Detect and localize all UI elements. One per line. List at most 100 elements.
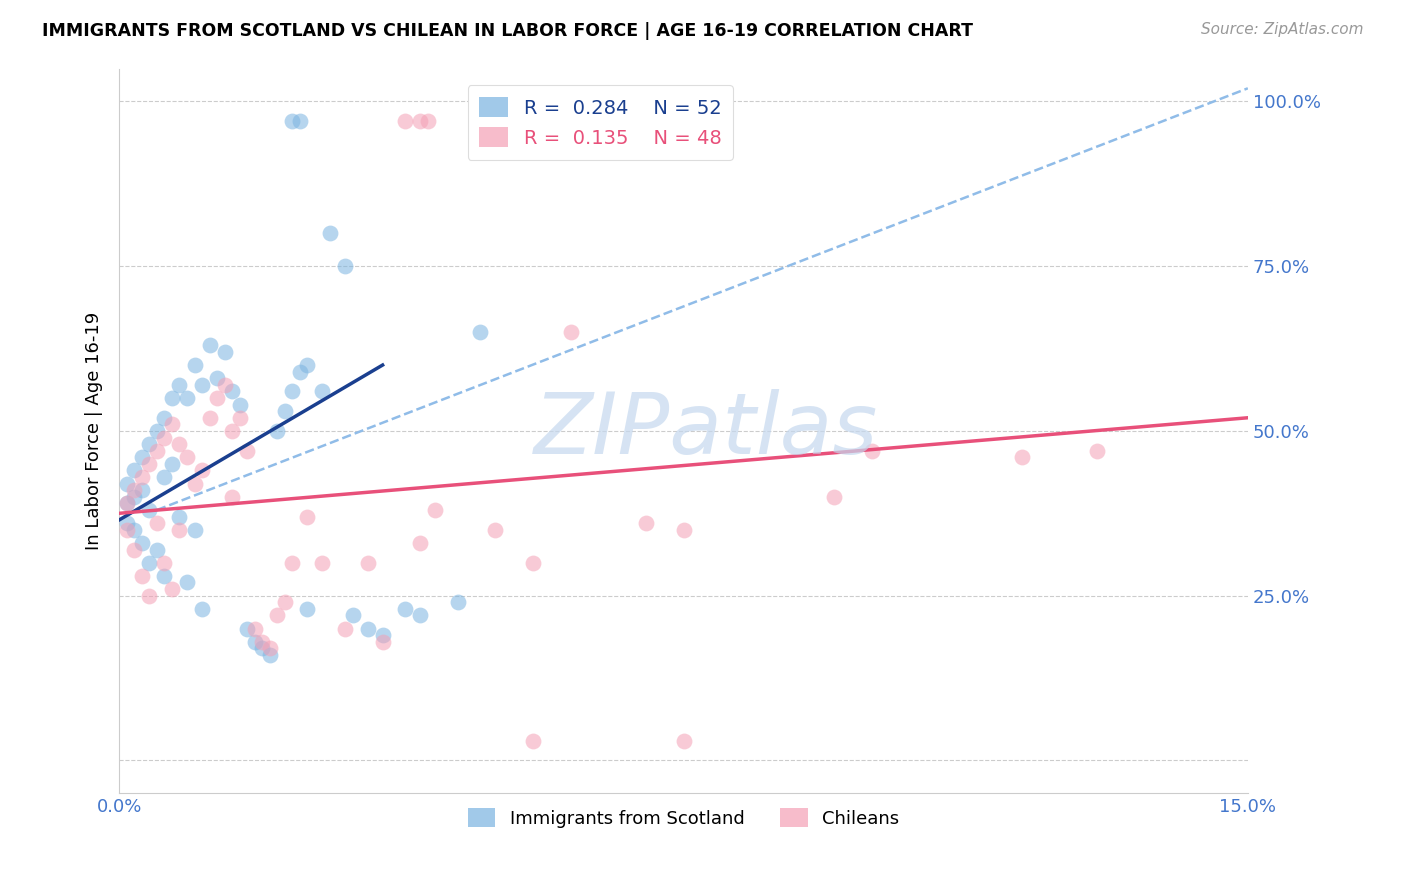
Point — [266, 424, 288, 438]
Point — [371, 628, 394, 642]
Point — [138, 437, 160, 451]
Point — [153, 556, 176, 570]
Point — [342, 608, 364, 623]
Point — [860, 443, 883, 458]
Point — [124, 542, 146, 557]
Point — [176, 450, 198, 465]
Point — [131, 483, 153, 498]
Point — [124, 490, 146, 504]
Point — [131, 450, 153, 465]
Point — [311, 556, 333, 570]
Point — [356, 556, 378, 570]
Point — [236, 443, 259, 458]
Point — [169, 523, 191, 537]
Point — [243, 634, 266, 648]
Point — [228, 410, 250, 425]
Point — [221, 384, 243, 399]
Point — [183, 476, 205, 491]
Point — [138, 556, 160, 570]
Point — [214, 377, 236, 392]
Point — [124, 463, 146, 477]
Point — [169, 437, 191, 451]
Point — [146, 542, 169, 557]
Point — [252, 634, 274, 648]
Point — [198, 338, 221, 352]
Point — [160, 582, 183, 596]
Point — [115, 496, 138, 510]
Point — [205, 371, 228, 385]
Point — [252, 641, 274, 656]
Point — [176, 391, 198, 405]
Point — [138, 457, 160, 471]
Point — [160, 391, 183, 405]
Text: IMMIGRANTS FROM SCOTLAND VS CHILEAN IN LABOR FORCE | AGE 16-19 CORRELATION CHART: IMMIGRANTS FROM SCOTLAND VS CHILEAN IN L… — [42, 22, 973, 40]
Point — [823, 490, 845, 504]
Point — [236, 622, 259, 636]
Point — [259, 648, 281, 662]
Point — [169, 377, 191, 392]
Point — [243, 622, 266, 636]
Point — [228, 398, 250, 412]
Point — [153, 569, 176, 583]
Point — [221, 490, 243, 504]
Point — [672, 523, 695, 537]
Point — [124, 483, 146, 498]
Point — [333, 622, 356, 636]
Point — [281, 384, 304, 399]
Point — [371, 634, 394, 648]
Point — [274, 404, 297, 418]
Point — [221, 424, 243, 438]
Point — [259, 641, 281, 656]
Point — [160, 417, 183, 432]
Point — [160, 457, 183, 471]
Point — [447, 595, 470, 609]
Point — [484, 523, 506, 537]
Point — [131, 470, 153, 484]
Point — [153, 470, 176, 484]
Point — [311, 384, 333, 399]
Point — [138, 589, 160, 603]
Point — [297, 358, 319, 372]
Point — [288, 114, 311, 128]
Point — [153, 410, 176, 425]
Point — [672, 733, 695, 747]
Point — [266, 608, 288, 623]
Point — [319, 226, 342, 240]
Point — [183, 523, 205, 537]
Point — [115, 516, 138, 531]
Point — [409, 608, 432, 623]
Point — [560, 325, 582, 339]
Point — [522, 556, 544, 570]
Point — [416, 114, 439, 128]
Text: ZIPatlas: ZIPatlas — [534, 390, 879, 473]
Point — [1011, 450, 1033, 465]
Point — [198, 410, 221, 425]
Point — [409, 536, 432, 550]
Point — [394, 114, 416, 128]
Point — [281, 114, 304, 128]
Text: Source: ZipAtlas.com: Source: ZipAtlas.com — [1201, 22, 1364, 37]
Point — [176, 575, 198, 590]
Point — [191, 463, 214, 477]
Point — [146, 443, 169, 458]
Point — [274, 595, 297, 609]
Point — [191, 602, 214, 616]
Point — [1085, 443, 1108, 458]
Point — [191, 377, 214, 392]
Point — [522, 733, 544, 747]
Point — [131, 569, 153, 583]
Legend: Immigrants from Scotland, Chileans: Immigrants from Scotland, Chileans — [461, 801, 907, 835]
Point — [288, 365, 311, 379]
Point — [169, 509, 191, 524]
Point — [124, 523, 146, 537]
Y-axis label: In Labor Force | Age 16-19: In Labor Force | Age 16-19 — [86, 312, 103, 550]
Point — [214, 344, 236, 359]
Point — [115, 523, 138, 537]
Point — [183, 358, 205, 372]
Point — [205, 391, 228, 405]
Point — [281, 556, 304, 570]
Point — [131, 536, 153, 550]
Point — [297, 602, 319, 616]
Point — [470, 325, 492, 339]
Point — [146, 516, 169, 531]
